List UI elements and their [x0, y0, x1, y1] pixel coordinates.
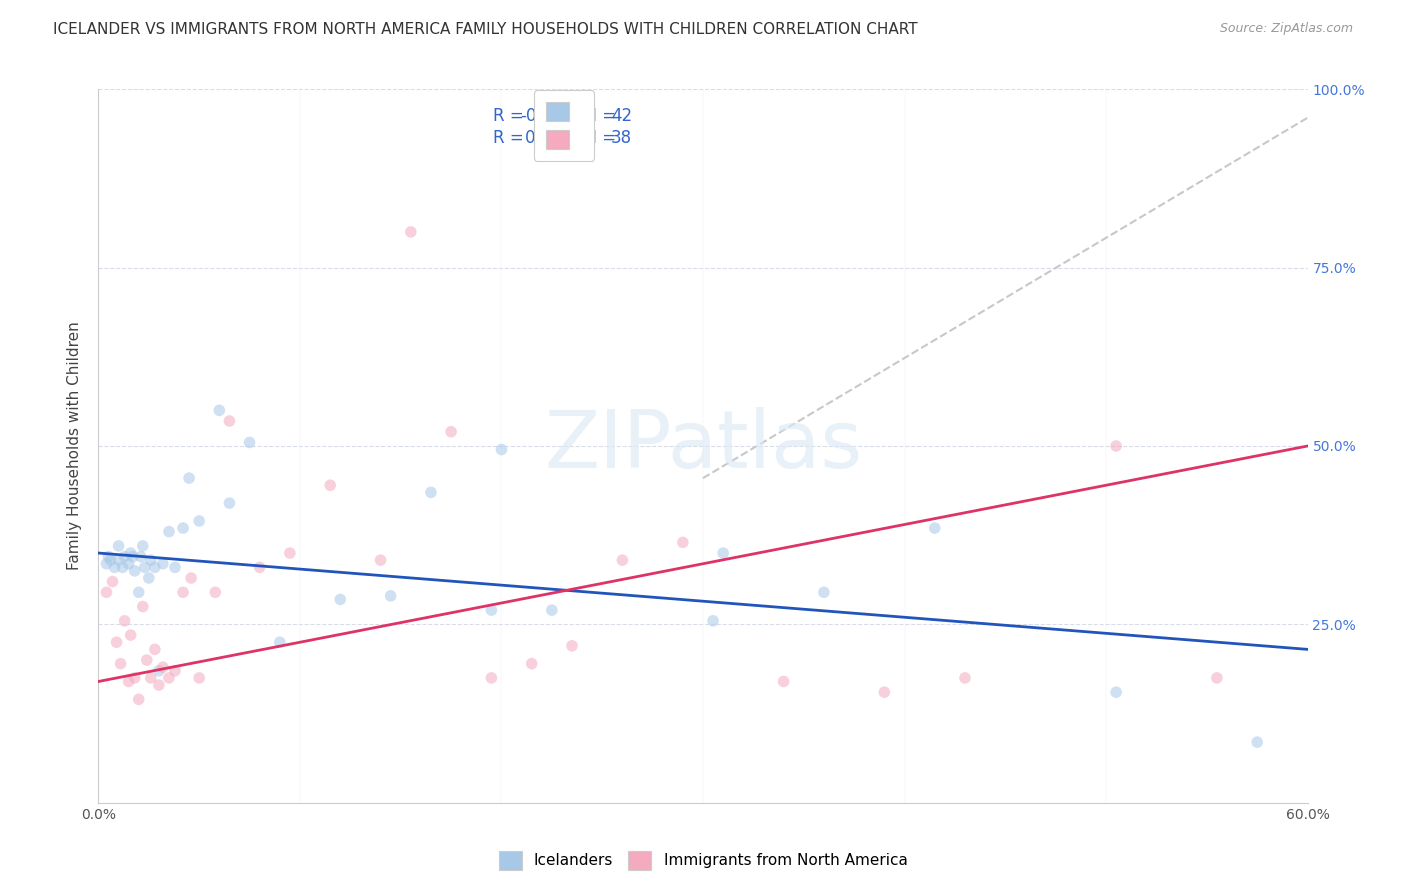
Point — [128, 692, 150, 706]
Point — [157, 524, 180, 539]
Point — [702, 614, 724, 628]
Point — [172, 585, 194, 599]
Point — [103, 560, 125, 574]
Point — [132, 539, 155, 553]
Point — [672, 535, 695, 549]
Point — [134, 560, 156, 574]
Point — [129, 549, 152, 564]
Point — [208, 403, 231, 417]
Point — [120, 628, 142, 642]
Point — [420, 485, 443, 500]
Point — [132, 599, 155, 614]
Point — [100, 553, 122, 567]
Point — [561, 639, 583, 653]
Point — [105, 635, 128, 649]
Point — [152, 660, 174, 674]
Point — [135, 653, 157, 667]
Point — [139, 671, 162, 685]
Point — [1105, 439, 1128, 453]
Point — [139, 553, 162, 567]
Legend: Icelanders, Immigrants from North America: Icelanders, Immigrants from North Americ… — [491, 843, 915, 877]
Point — [813, 585, 835, 599]
Point — [953, 671, 976, 685]
Point — [120, 546, 142, 560]
Point — [481, 603, 503, 617]
Point — [1246, 735, 1268, 749]
Point — [370, 553, 392, 567]
Point — [278, 546, 301, 560]
Point — [188, 671, 211, 685]
Point — [172, 521, 194, 535]
Point — [491, 442, 513, 457]
Point — [124, 671, 146, 685]
Point — [96, 585, 118, 599]
Text: -0.245: -0.245 — [520, 107, 574, 125]
Point — [110, 657, 132, 671]
Point — [114, 614, 136, 628]
Point — [249, 560, 271, 574]
Point — [107, 553, 129, 567]
Text: R =: R = — [492, 107, 529, 125]
Point — [118, 674, 141, 689]
Point — [97, 549, 120, 564]
Point — [111, 560, 134, 574]
Point — [163, 560, 186, 574]
Point — [924, 521, 946, 535]
Point — [440, 425, 463, 439]
Point — [163, 664, 186, 678]
Point — [218, 496, 240, 510]
Point — [269, 635, 291, 649]
Point — [218, 414, 240, 428]
Point — [148, 678, 170, 692]
Point — [101, 574, 124, 589]
Point — [481, 671, 503, 685]
Point — [1105, 685, 1128, 699]
Legend: , : , — [534, 90, 593, 161]
Point — [179, 471, 201, 485]
Point — [96, 557, 118, 571]
Point — [188, 514, 211, 528]
Point — [143, 560, 166, 574]
Point — [180, 571, 202, 585]
Point — [204, 585, 226, 599]
Text: ZIPatlas: ZIPatlas — [544, 407, 862, 485]
Point — [143, 642, 166, 657]
Point — [399, 225, 422, 239]
Point — [114, 549, 136, 564]
Point — [107, 539, 129, 553]
Point — [873, 685, 896, 699]
Text: N =: N = — [574, 129, 621, 147]
Text: 0.350: 0.350 — [526, 129, 572, 147]
Point — [148, 664, 170, 678]
Point — [239, 435, 262, 450]
Point — [128, 585, 150, 599]
Point — [319, 478, 342, 492]
Text: 38: 38 — [612, 129, 633, 147]
Point — [772, 674, 794, 689]
Text: R =: R = — [492, 129, 534, 147]
Point — [121, 549, 143, 564]
Point — [138, 571, 160, 585]
Point — [1206, 671, 1229, 685]
Point — [380, 589, 402, 603]
Point — [152, 557, 174, 571]
Text: N =: N = — [574, 107, 621, 125]
Text: ICELANDER VS IMMIGRANTS FROM NORTH AMERICA FAMILY HOUSEHOLDS WITH CHILDREN CORRE: ICELANDER VS IMMIGRANTS FROM NORTH AMERI… — [53, 22, 918, 37]
Point — [540, 603, 562, 617]
Point — [612, 553, 634, 567]
Text: Source: ZipAtlas.com: Source: ZipAtlas.com — [1219, 22, 1353, 36]
Text: 42: 42 — [612, 107, 633, 125]
Point — [124, 564, 146, 578]
Point — [118, 557, 141, 571]
Point — [711, 546, 734, 560]
Point — [329, 592, 352, 607]
Point — [157, 671, 180, 685]
Point — [520, 657, 543, 671]
Y-axis label: Family Households with Children: Family Households with Children — [67, 322, 83, 570]
